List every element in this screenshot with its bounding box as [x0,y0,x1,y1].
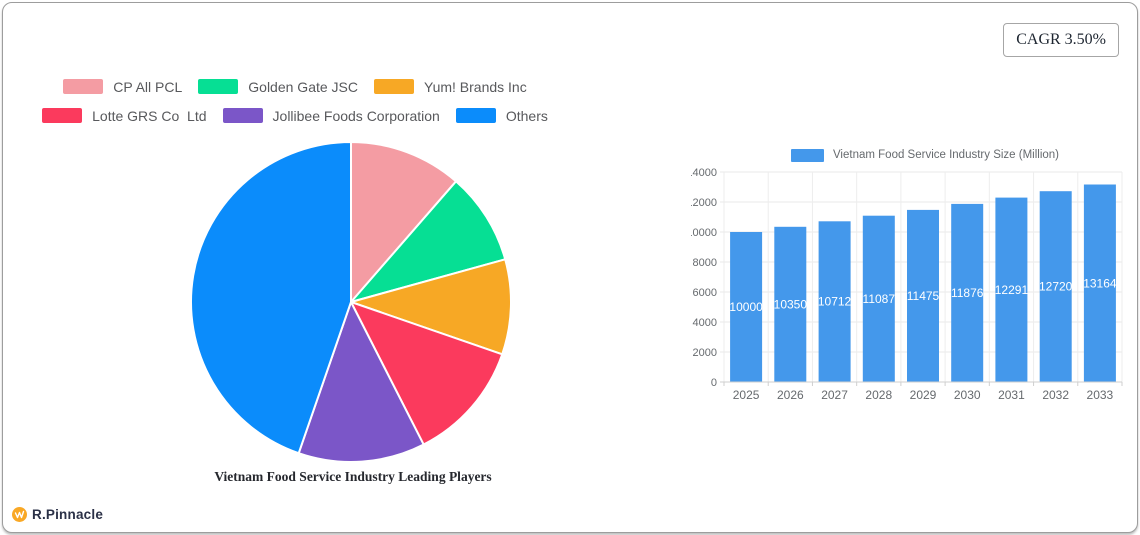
bar-value-label: 12720 [1039,280,1073,294]
legend-item-yum-brands-inc[interactable]: Yum! Brands Inc [374,79,527,95]
legend-swatch-lotte-grs-co-ltd [42,108,83,123]
legend-label: CP All PCL [113,78,183,95]
x-axis-label: 2030 [954,388,981,402]
bar-2032[interactable] [1039,191,1072,382]
pie-chart [190,141,512,463]
bar-value-label: 10350 [774,297,808,311]
y-axis-label: 12000 [691,197,717,209]
brand-name: R.Pinnacle [32,507,104,522]
pie-legend-row-1: CP All PCL Golden Gate JSC Yum! Brands Inc [55,72,534,101]
x-axis-label: 2028 [865,388,892,402]
y-axis-label: 6000 [693,287,717,299]
y-axis-label: 8000 [693,257,717,269]
bar-2031[interactable] [995,197,1028,382]
pie-slice-yum-brands-inc[interactable] [350,258,512,356]
bar-2026[interactable] [774,226,807,383]
y-axis-label: 14000 [691,167,717,179]
legend-swatch-yum-brands-inc [374,79,414,94]
bar-legend[interactable]: Vietnam Food Service Industry Size (Mill… [691,147,1139,163]
bar-value-label: 12291 [995,283,1029,297]
bar-value-label: 13164 [1083,276,1117,290]
x-axis-label: 2025 [733,388,760,402]
legend-label: Others [505,107,548,124]
y-axis-label: 0 [711,377,717,389]
bar-legend-label: Vietnam Food Service Industry Size (Mill… [832,149,1060,161]
pie-slice-others[interactable] [190,141,352,455]
bar-2030[interactable] [951,203,984,382]
x-axis-label: 2029 [910,388,937,402]
bar-2033[interactable] [1083,184,1116,383]
cagr-badge: CAGR 3.50% [1003,23,1119,57]
pie-slice-jollibee-foods-corporation[interactable] [297,301,425,463]
bar-value-label: 10000 [729,300,763,314]
legend-label: Golden Gate JSC [248,78,358,95]
x-axis-label: 2026 [777,388,804,402]
legend-swatch-golden-gate-jsc [198,79,239,94]
bar-2025[interactable] [730,232,763,382]
legend-swatch-cp-all-pcl [63,79,104,94]
legend-item-cp-all-pcl[interactable]: CP All PCL [63,79,182,95]
bar-2028[interactable] [862,215,895,382]
legend-item-jollibee-foods-corporation[interactable]: Jollibee Foods Corporation [222,107,440,124]
bar-value-label: 11876 [951,286,984,300]
bar-value-label: 11475 [907,289,940,303]
bar-chart: 0 2000 4000 6000 8000 10000 12000 14000 10000 202… [691,167,1123,402]
pie-legend-row-2: Lotte GRS Co Ltd Jollibee Foods Corporati… [34,101,556,130]
bar-legend-swatch [790,148,824,162]
x-axis-label: 2032 [1042,388,1069,402]
legend-label: Lotte GRS Co Ltd [92,107,207,124]
brand-logo: R.Pinnacle [12,507,103,522]
pie-chart-title: Vietnam Food Service Industry Leading Pl… [214,469,492,484]
bar-2029[interactable] [907,209,939,382]
y-axis-label: 2000 [693,347,717,359]
x-axis-label: 2033 [1087,388,1114,402]
pie-slice-lotte-grs-co-ltd[interactable] [350,301,504,446]
pie-slice-cp-all-pcl[interactable] [350,141,458,303]
bar-2027[interactable] [818,221,851,382]
pie-legend: CP All PCL Golden Gate JSC Yum! Brands Inc… [3,72,587,130]
y-axis-label: 10000 [691,227,717,239]
legend-label: Jollibee Foods Corporation [272,107,440,124]
bar-value-label: 11087 [863,292,896,306]
legend-swatch-others [455,108,496,123]
y-axis-label: 4000 [693,317,717,329]
x-axis-label: 2027 [821,388,848,402]
legend-item-golden-gate-jsc[interactable]: Golden Gate JSC [198,79,358,95]
legend-swatch-jollibee-foods-corporation [222,108,263,123]
pie-slice-golden-gate-jsc[interactable] [350,180,507,303]
pinnacle-circle-icon [12,507,27,522]
legend-label: Yum! Brands Inc [424,78,527,95]
legend-item-lotte-grs-co-ltd[interactable]: Lotte GRS Co Ltd [42,107,207,124]
x-axis-label: 2031 [998,388,1025,402]
legend-item-others[interactable]: Others [455,107,548,124]
bar-value-label: 10712 [818,295,852,309]
